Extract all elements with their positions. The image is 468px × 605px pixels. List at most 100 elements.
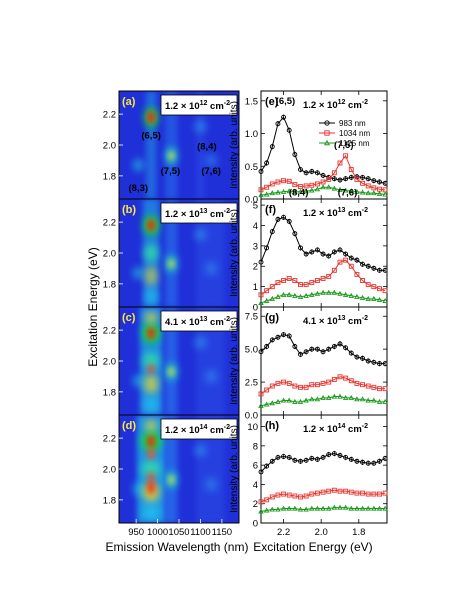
data-point (314, 170, 320, 176)
data-point (377, 491, 382, 497)
data-point (292, 188, 298, 194)
fluence-unit: cm (207, 209, 223, 220)
data-point (348, 394, 355, 400)
y-tick-label: 8 (253, 441, 258, 452)
data-point (275, 189, 281, 195)
emission-band-1034 (165, 415, 178, 523)
data-point (292, 231, 298, 237)
data-point (297, 188, 304, 194)
data-point (359, 396, 366, 402)
data-point (348, 167, 354, 172)
data-point (286, 492, 292, 498)
data-point (297, 506, 304, 512)
peak-75-core (168, 259, 175, 268)
data-point (286, 218, 292, 224)
peak-75-core (168, 367, 175, 376)
data-point (303, 188, 309, 194)
data-point (371, 384, 377, 390)
data-point (359, 294, 366, 300)
data-point (280, 397, 287, 403)
data-point (326, 253, 332, 259)
data-point (348, 188, 355, 194)
data-point (382, 398, 388, 404)
data-point (354, 293, 360, 299)
data-point (348, 174, 354, 180)
data-point (354, 505, 360, 511)
y-tick-label: 2.0 (103, 357, 116, 368)
data-point (275, 380, 281, 386)
peak-76 (205, 477, 218, 492)
right-y-axis-label: Intensity (arb. units) (229, 209, 240, 297)
data-point (320, 289, 326, 295)
fluence-label: 1.2 × 1014 cm-2 (303, 423, 368, 435)
fluence-mantissa: 1.2 × 10 (165, 425, 200, 436)
y-tick-label: 0.5 (245, 162, 258, 173)
chirality-label: (7,5) (161, 166, 181, 177)
data-point (303, 282, 309, 288)
data-point (281, 214, 287, 220)
peak-84 (194, 444, 207, 457)
data-point (286, 333, 292, 339)
data-point (325, 289, 332, 295)
spectrum-panel: 0 2 4 6 8 10 (h) 1.2 × 1014 cm-2 (247, 414, 388, 530)
data-point (342, 291, 349, 297)
data-point (269, 383, 275, 389)
data-point (365, 282, 371, 288)
peak-83 (133, 267, 144, 280)
data-point (314, 290, 321, 296)
y-tick-label: 10 (247, 422, 258, 433)
data-point (343, 251, 349, 257)
peak-75-core (168, 151, 175, 160)
series-983-nm (258, 450, 388, 475)
data-point (264, 387, 270, 393)
peak-annotation: (8,4) (289, 188, 309, 199)
data-point (297, 398, 304, 404)
data-point (343, 176, 349, 182)
peak-76 (205, 369, 218, 384)
data-point (309, 187, 315, 193)
data-point (331, 504, 338, 510)
data-point (258, 169, 264, 174)
y-tick-label: 7.5 (245, 312, 258, 323)
peak-75-core (168, 475, 175, 484)
data-point (286, 178, 292, 184)
data-point (354, 354, 360, 360)
data-point (326, 176, 332, 182)
data-point (342, 504, 349, 510)
band-blob (147, 471, 156, 482)
data-point (331, 376, 337, 382)
data-point (382, 191, 388, 197)
data-point (320, 454, 326, 460)
pl-map-panel: 1.8 2.0 2.2 (c) 4.1 × 1013 cm-2 (103, 306, 240, 416)
data-point (275, 280, 281, 285)
x-tick-label: 2.0 (315, 527, 328, 538)
data-point (314, 456, 320, 462)
data-point (258, 349, 264, 355)
data-point (303, 397, 309, 403)
fluence-mantissa: 4.1 × 10 (165, 317, 200, 328)
data-point (326, 346, 332, 352)
series-1125-nm (258, 393, 388, 408)
fluence-unit: cm (207, 317, 223, 328)
series-line (260, 396, 386, 407)
data-point (298, 384, 303, 390)
y-tick-label: 2.0 (103, 465, 116, 476)
panel-tag: (c) (122, 312, 136, 324)
data-point (309, 291, 315, 297)
data-point (264, 463, 270, 469)
data-point (326, 379, 332, 385)
fluence-exponent: 13 (200, 316, 208, 323)
data-point (309, 382, 315, 388)
y-tick-label: 1.0 (245, 129, 258, 140)
data-point (376, 398, 383, 404)
fluence-unit: cm (345, 208, 361, 219)
data-point (377, 286, 382, 292)
fluence-unit-exponent: -2 (362, 99, 368, 106)
y-tick-label: 2.2 (103, 110, 116, 121)
data-point (377, 386, 382, 392)
data-point (303, 506, 309, 512)
data-point (275, 334, 281, 340)
data-point (348, 378, 354, 384)
